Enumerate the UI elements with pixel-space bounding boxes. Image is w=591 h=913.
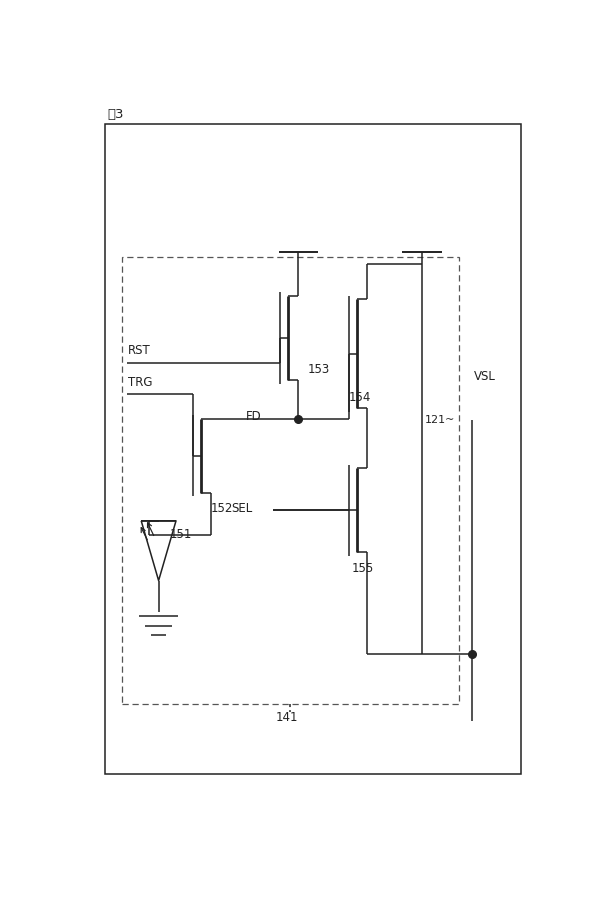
Text: 154: 154 [349,392,371,404]
Text: SEL: SEL [231,501,252,515]
Text: 141: 141 [275,710,298,724]
Text: 151: 151 [170,529,193,541]
Text: 152: 152 [210,502,233,515]
Text: VSL: VSL [474,370,496,383]
Text: 153: 153 [307,363,330,376]
Text: 嘶3: 嘶3 [108,108,124,121]
Text: RST: RST [128,344,151,357]
Text: TRG: TRG [128,375,152,389]
Text: 155: 155 [352,561,374,574]
Text: 121~: 121~ [424,415,455,425]
Text: FD: FD [246,410,262,424]
